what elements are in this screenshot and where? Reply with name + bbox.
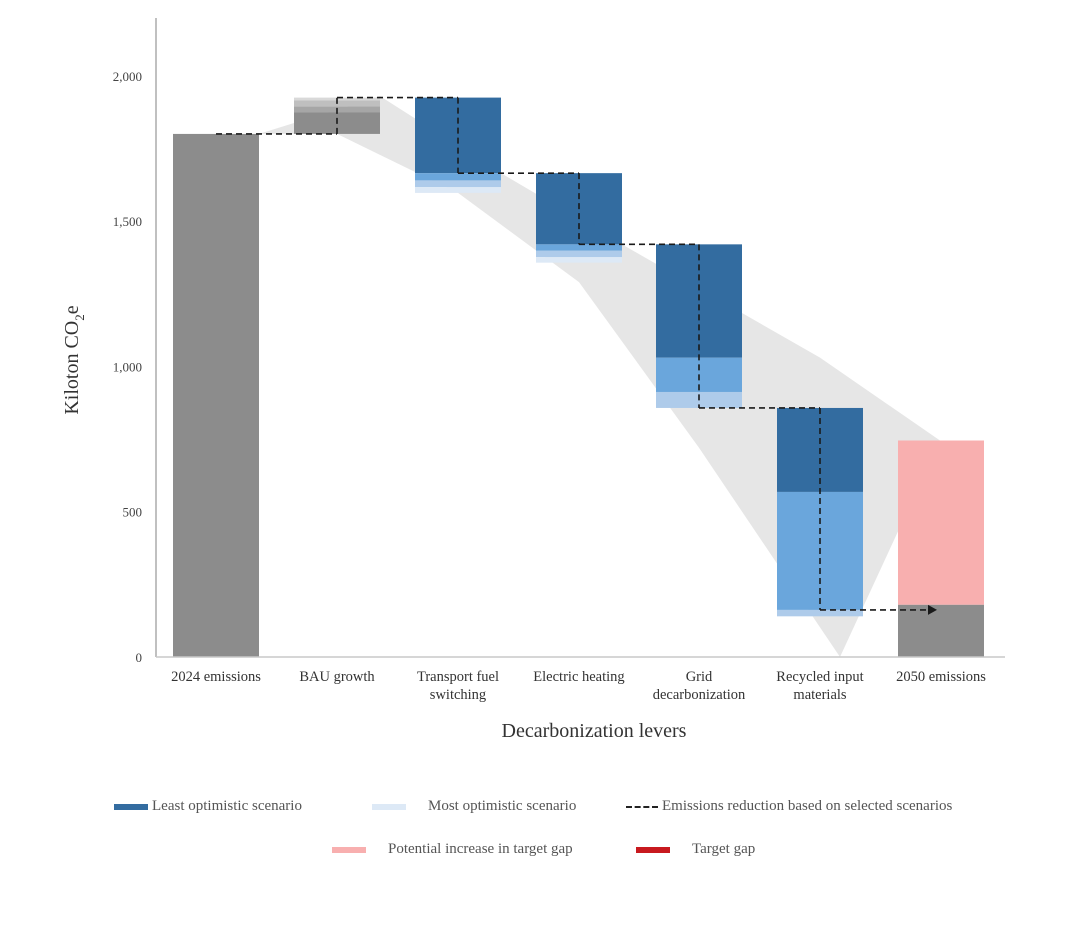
x-tick-label-line: BAU growth	[299, 669, 375, 685]
y-tick-label: 0	[136, 650, 143, 665]
legend-label: Potential increase in target gap	[388, 841, 573, 857]
legend-swatch-dashed-line	[626, 805, 658, 808]
x-tick-label-2024-emissions: 2024 emissions	[171, 669, 261, 685]
bar-segment-most	[536, 257, 622, 263]
x-axis-title: Decarbonization levers	[502, 720, 687, 742]
selected-path-layer	[216, 96, 937, 615]
bars-layer	[173, 97, 984, 658]
x-tick-label-transport-fuel-switching: Transport fuel switching	[417, 669, 499, 703]
x-tick-label-line: Recycled input	[776, 669, 863, 685]
x-tick-label-line: 2024 emissions	[171, 669, 261, 685]
x-tick-label-grid-decarbonization: Grid decarbonization	[653, 669, 746, 703]
legend-label: Target gap	[692, 841, 756, 857]
y-tick-label: 1,500	[113, 214, 142, 229]
x-tick-label-recycled-input-materials: Recycled input materials	[776, 669, 863, 703]
legend-item-potential-gap-increase: Potential increase in target gap	[332, 841, 573, 858]
x-tick-label-line: 2050 emissions	[896, 669, 986, 685]
bar-segment-potential-gap-increase	[898, 440, 984, 605]
bar-segment-most	[415, 187, 501, 193]
legend-item-least-optimistic: Least optimistic scenario	[114, 798, 302, 815]
x-tick-labels: 2024 emissions BAU growth Transport fuel sw…	[171, 669, 986, 703]
waterfall-chart: 0 500 1,000 1,500 2,000 2024 emissions BAU gr…	[61, 18, 1005, 742]
x-tick-label-2050-emissions: 2050 emissions	[896, 669, 986, 685]
bar-2050-emissions	[898, 440, 984, 657]
y-axis-title-main: Kiloton CO	[61, 321, 83, 415]
uncertainty-band-layer	[259, 96, 940, 658]
y-tick-label: 1,000	[113, 359, 142, 374]
y-tick-label: 2,000	[113, 69, 142, 84]
uncertainty-band	[259, 96, 940, 658]
y-axis-title-suffix: e	[61, 305, 83, 314]
bar-segment-baseline	[173, 133, 259, 658]
x-tick-label-line: Electric heating	[533, 669, 624, 685]
x-tick-label-line: materials	[793, 687, 847, 703]
x-tick-label-line: decarbonization	[653, 687, 746, 703]
y-axis-title-subscript: 2	[72, 314, 87, 321]
bar-segment-remaining	[898, 604, 984, 657]
bar-segment-least	[656, 244, 742, 358]
legend-label: Most optimistic scenario	[428, 798, 577, 814]
y-tick-labels: 0 500 1,000 1,500 2,000	[113, 69, 142, 665]
legend-item-target-gap: Target gap	[636, 841, 755, 858]
x-tick-label-line: switching	[430, 687, 486, 703]
x-tick-label-bau-growth: BAU growth	[299, 669, 375, 685]
legend-item-most-optimistic: Most optimistic scenario	[372, 798, 576, 815]
x-tick-label-electric-heating: Electric heating	[533, 669, 624, 685]
legend-swatch-least-optimistic	[114, 803, 148, 810]
x-tick-label-line: Transport fuel	[417, 669, 499, 685]
legend-swatch-potential-gap	[332, 846, 366, 853]
bar-segment-mid	[415, 173, 501, 181]
bar-segment-mid	[536, 244, 622, 251]
bar-segment-mid	[415, 180, 501, 188]
legend-swatch-target-gap	[636, 846, 670, 853]
path-arrowhead-icon	[928, 604, 937, 615]
bar-2024-emissions	[173, 133, 259, 658]
legend-swatch-most-optimistic	[372, 803, 406, 810]
bar-segment-most	[777, 609, 863, 617]
y-axis-title: Kiloton CO2e	[61, 305, 87, 414]
x-tick-label-line: Grid	[686, 669, 713, 685]
legend-label: Emissions reduction based on selected sc…	[662, 798, 953, 814]
legend-item-emissions-reduction: Emissions reduction based on selected sc…	[626, 798, 952, 815]
bar-segment-mid	[536, 250, 622, 258]
y-tick-label: 500	[123, 505, 143, 520]
axes	[155, 18, 1005, 658]
legend-label: Least optimistic scenario	[152, 798, 302, 814]
